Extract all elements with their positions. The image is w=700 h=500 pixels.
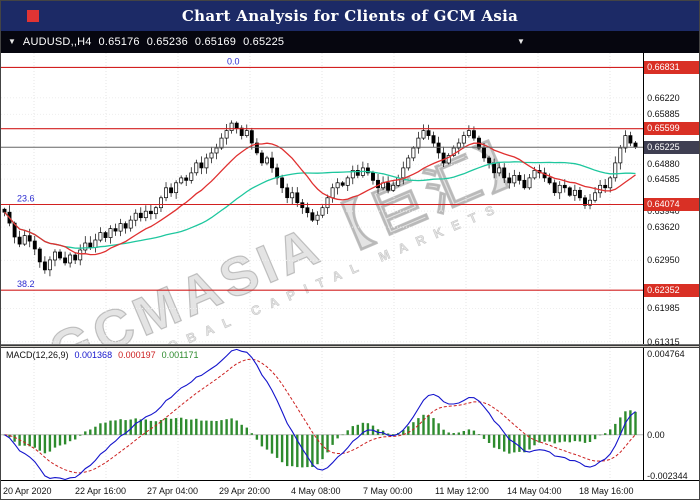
macd-tick: 0.00 xyxy=(647,429,665,440)
level-price-badge: 0.62352 xyxy=(644,283,699,297)
price-chart-panel: GCMASIA【巨汇】 GLOBAL CAPITAL MARKETS 0.0 23… xyxy=(1,53,699,347)
candlestick-chart: 0.0 23.6 38.2 xyxy=(1,53,644,344)
time-label: 11 May 12:00 xyxy=(435,486,489,496)
level-price-badge: 0.65599 xyxy=(644,122,699,136)
time-axis[interactable]: 20 Apr 2020 22 Apr 16:00 27 Apr 04:00 29 Ap… xyxy=(1,480,699,499)
price-tick: 0.65885 xyxy=(647,109,680,120)
chevron-down-icon[interactable]: ▼ xyxy=(8,37,16,46)
macd-tick: 0.004764 xyxy=(647,349,685,359)
macd-main-line xyxy=(4,348,636,480)
quote-low: 0.65169 xyxy=(194,36,237,48)
ma-slow-line xyxy=(4,161,636,249)
chart-shift-icon[interactable]: ▼ xyxy=(517,37,525,46)
macd-tick: -0.002344 xyxy=(647,470,688,481)
macd-main-value: 0.001368 xyxy=(74,350,113,360)
price-tick: 0.63940 xyxy=(647,206,680,217)
macd-label: MACD(12,26,9) xyxy=(6,350,69,360)
current-price-badge: 0.65225 xyxy=(644,140,699,154)
fib-label: 38.2 xyxy=(17,279,35,289)
quote-close: 0.65225 xyxy=(243,36,285,48)
time-label: 7 May 00:00 xyxy=(363,486,413,496)
title-bar: Chart Analysis for Clients of GCM Asia xyxy=(1,1,699,31)
macd-histogram xyxy=(3,410,637,468)
macd-axis[interactable]: 0.004764 0.00 -0.002344 xyxy=(644,348,699,481)
price-tick: 0.64880 xyxy=(647,159,680,170)
time-label: 20 Apr 2020 xyxy=(3,486,52,496)
price-tick: 0.61985 xyxy=(647,303,680,314)
time-label: 14 May 04:00 xyxy=(507,486,562,496)
price-tick: 0.63620 xyxy=(647,222,680,233)
panel-divider[interactable] xyxy=(1,345,699,348)
macd-hist-value: 0.001171 xyxy=(161,350,199,360)
macd-panel: MACD(12,26,9) 0.001368 0.000197 0.001171… xyxy=(1,348,699,481)
price-tick: 0.64585 xyxy=(647,174,680,185)
fib-label: 0.0 xyxy=(227,56,240,66)
time-label: 27 Apr 04:00 xyxy=(147,486,199,496)
fib-label: 23.6 xyxy=(17,194,35,204)
level-price-badge: 0.66831 xyxy=(644,60,699,74)
symbol-label: AUDUSD,,H4 xyxy=(22,36,92,48)
brand-logo-icon xyxy=(27,10,39,22)
time-label: 18 May 16:00 xyxy=(579,486,634,496)
time-label: 29 Apr 20:00 xyxy=(219,486,271,496)
quote-high: 0.65236 xyxy=(146,36,188,48)
ma-fast-line xyxy=(4,142,636,256)
price-chart-plot[interactable]: GCMASIA【巨汇】 GLOBAL CAPITAL MARKETS 0.0 23… xyxy=(1,53,645,344)
quote-bar: ▼ AUDUSD,,H4 0.65176 0.65236 0.65169 0.6… xyxy=(1,31,699,53)
quote-open: 0.65176 xyxy=(98,36,140,48)
macd-chart xyxy=(1,348,644,480)
macd-signal-value: 0.000197 xyxy=(118,350,156,360)
macd-header: MACD(12,26,9) 0.001368 0.000197 0.001171 xyxy=(6,350,199,360)
candles xyxy=(2,120,638,277)
time-label: 22 Apr 16:00 xyxy=(75,486,127,496)
price-tick: 0.66220 xyxy=(647,92,680,103)
level-price-badge: 0.64074 xyxy=(644,198,699,212)
price-tick: 0.62950 xyxy=(647,255,680,266)
page-title: Chart Analysis for Clients of GCM Asia xyxy=(181,7,519,25)
price-axis[interactable]: 0.66220 0.65885 0.64880 0.64585 0.63940 0.636… xyxy=(644,53,699,347)
macd-plot[interactable]: MACD(12,26,9) 0.001368 0.000197 0.001171 xyxy=(1,348,645,480)
price-tick: 0.61315 xyxy=(647,336,680,347)
time-label: 4 May 08:00 xyxy=(291,486,341,496)
